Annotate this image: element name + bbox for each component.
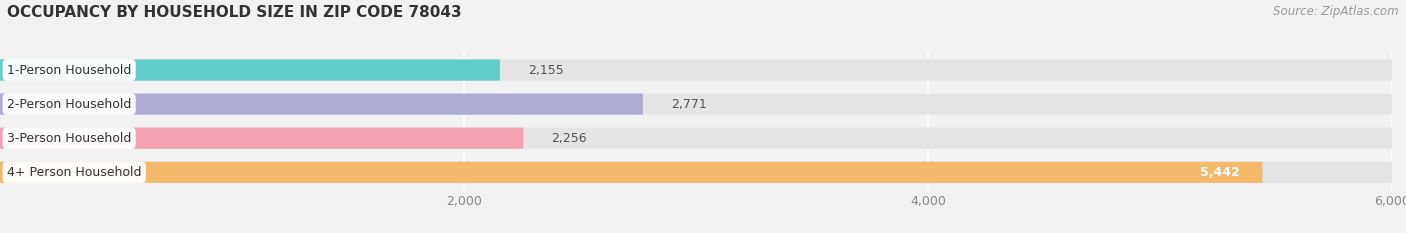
Text: 5,442: 5,442 xyxy=(1199,166,1239,179)
FancyBboxPatch shape xyxy=(0,128,1392,149)
FancyBboxPatch shape xyxy=(0,162,1392,183)
Text: OCCUPANCY BY HOUSEHOLD SIZE IN ZIP CODE 78043: OCCUPANCY BY HOUSEHOLD SIZE IN ZIP CODE … xyxy=(7,5,461,20)
Text: 1-Person Household: 1-Person Household xyxy=(7,64,131,76)
FancyBboxPatch shape xyxy=(0,59,501,81)
Text: 2,155: 2,155 xyxy=(527,64,564,76)
Text: Source: ZipAtlas.com: Source: ZipAtlas.com xyxy=(1274,5,1399,18)
FancyBboxPatch shape xyxy=(0,128,523,149)
FancyBboxPatch shape xyxy=(0,59,1392,81)
Text: 4+ Person Household: 4+ Person Household xyxy=(7,166,142,179)
FancyBboxPatch shape xyxy=(0,162,1263,183)
FancyBboxPatch shape xyxy=(0,93,643,115)
Text: 2,771: 2,771 xyxy=(671,98,706,111)
Text: 2-Person Household: 2-Person Household xyxy=(7,98,131,111)
Text: 3-Person Household: 3-Person Household xyxy=(7,132,131,145)
Text: 2,256: 2,256 xyxy=(551,132,586,145)
FancyBboxPatch shape xyxy=(0,93,1392,115)
